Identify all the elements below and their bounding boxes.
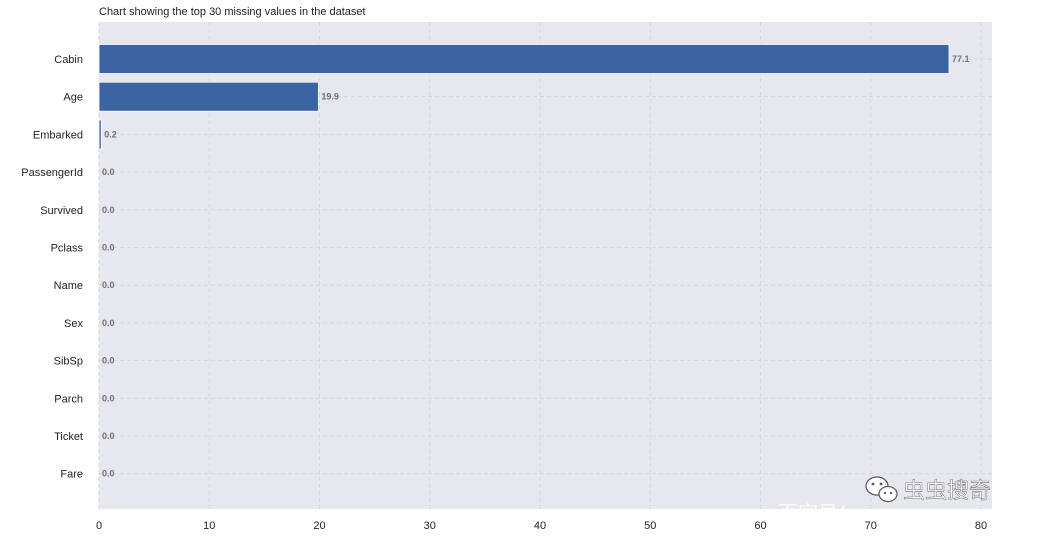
value-label: 0.0 — [102, 243, 115, 253]
watermark: 虫虫搜奇 百家号/ — [778, 476, 991, 525]
x-tick-label: 30 — [424, 520, 436, 532]
value-label: 0.0 — [102, 205, 115, 215]
category-label: Age — [63, 92, 83, 104]
category-label: Parch — [54, 393, 83, 405]
bar-age — [98, 81, 319, 112]
x-tick-label: 0 — [96, 520, 102, 532]
category-label: Survived — [40, 205, 83, 217]
watermark-sub: 百家号/ — [778, 501, 845, 525]
x-tick-label: 60 — [754, 520, 766, 532]
category-label: Sex — [64, 318, 83, 330]
value-label: 0.0 — [102, 167, 115, 177]
x-tick-label: 80 — [975, 520, 987, 532]
value-label: 0.0 — [102, 431, 115, 441]
category-labels: Cabin Age Embarked PassengerId Survived Pclas… — [21, 54, 83, 481]
value-label: 0.0 — [102, 393, 115, 403]
category-label: Embarked — [33, 129, 83, 141]
chart-title: Chart showing the top 30 missing values … — [99, 6, 366, 18]
bar-embarked — [98, 119, 102, 150]
category-label: PassengerId — [21, 167, 83, 179]
value-labels: 77.1 19.9 0.2 0.0 0.0 0.0 0.0 0.0 0.0 0.0 0.0 0.0 — [102, 54, 970, 479]
category-label: Ticket — [54, 431, 83, 443]
x-tick-label: 70 — [865, 520, 877, 532]
category-label: Cabin — [54, 54, 83, 66]
value-label: 0.0 — [102, 280, 115, 290]
category-label: Pclass — [51, 243, 84, 255]
category-label: SibSp — [54, 356, 83, 368]
value-label: 77.1 — [952, 54, 970, 64]
bars — [98, 44, 950, 150]
bar-cabin — [98, 44, 950, 74]
x-tick-label: 10 — [203, 520, 215, 532]
x-tick-labels: 0 10 20 30 40 50 60 70 80 — [96, 520, 987, 532]
x-tick-label: 20 — [313, 520, 325, 532]
value-label: 0.0 — [102, 318, 115, 328]
watermark-brand: 虫虫搜奇 — [903, 479, 991, 504]
value-label: 0.2 — [104, 129, 117, 139]
category-label: Name — [54, 280, 83, 292]
wechat-icon — [865, 476, 898, 503]
value-label: 19.9 — [321, 92, 339, 102]
category-label: Fare — [60, 469, 83, 481]
value-label: 0.0 — [102, 356, 115, 366]
x-tick-label: 50 — [644, 520, 656, 532]
x-tick-label: 40 — [534, 520, 546, 532]
value-label: 0.0 — [102, 469, 115, 479]
